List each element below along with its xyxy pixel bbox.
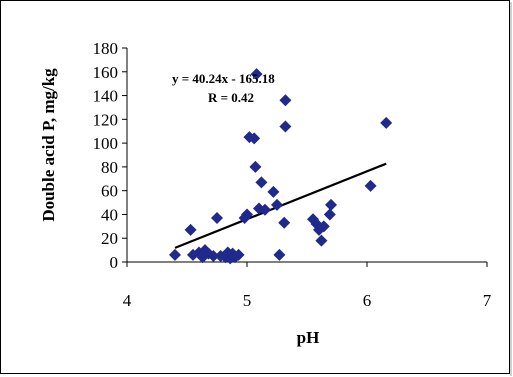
y-axis-title: Double acid P, mg/kg: [39, 68, 58, 222]
y-tick-label: 20: [101, 229, 118, 248]
y-tick-label: 0: [110, 253, 119, 272]
data-point: [279, 120, 292, 133]
x-tick-label: 6: [363, 291, 372, 310]
data-point: [184, 223, 197, 236]
data-point: [315, 234, 328, 247]
ticks: 0 20 40 60 80 100 120 140 160 180 4 5 6 7: [93, 39, 492, 310]
data-point: [250, 68, 263, 81]
data-point: [259, 203, 271, 216]
data-point: [255, 176, 268, 189]
x-tick-label: 5: [243, 291, 252, 310]
data-point: [278, 216, 291, 229]
regression-equation: y = 40.24x - 165.18: [172, 71, 275, 86]
r-value: R = 0.42: [208, 90, 254, 105]
x-tick-label: 4: [123, 291, 132, 310]
data-point: [279, 94, 292, 107]
x-tick-label: 7: [483, 291, 492, 310]
data-point: [241, 208, 253, 221]
y-tick-label: 140: [93, 87, 119, 106]
labels: pH Double acid P, mg/kg y = 40.24x - 165…: [39, 68, 319, 347]
data-point: [271, 198, 283, 211]
data-point: [325, 198, 337, 211]
y-tick-label: 180: [93, 39, 119, 58]
data-point: [248, 132, 261, 145]
data-point: [364, 179, 377, 192]
data-point: [232, 248, 245, 261]
y-tick-label: 60: [101, 182, 118, 201]
data-point: [273, 248, 286, 261]
y-tick-label: 120: [93, 110, 119, 129]
data-point: [380, 116, 393, 129]
data-point: [267, 185, 280, 198]
axes: [126, 48, 487, 263]
y-tick-label: 40: [101, 205, 118, 224]
data-point: [317, 220, 330, 233]
x-axis-title: pH: [297, 328, 320, 347]
y-tick-label: 100: [93, 134, 119, 153]
data-point: [249, 160, 262, 173]
data-points: [169, 68, 393, 265]
frame-shadow: [510, 2, 512, 376]
y-tick-label: 80: [101, 158, 118, 177]
data-point: [169, 248, 181, 261]
data-point: [211, 212, 223, 225]
data-point: [323, 208, 336, 221]
data-point: [207, 250, 220, 263]
y-tick-label: 160: [93, 63, 119, 82]
